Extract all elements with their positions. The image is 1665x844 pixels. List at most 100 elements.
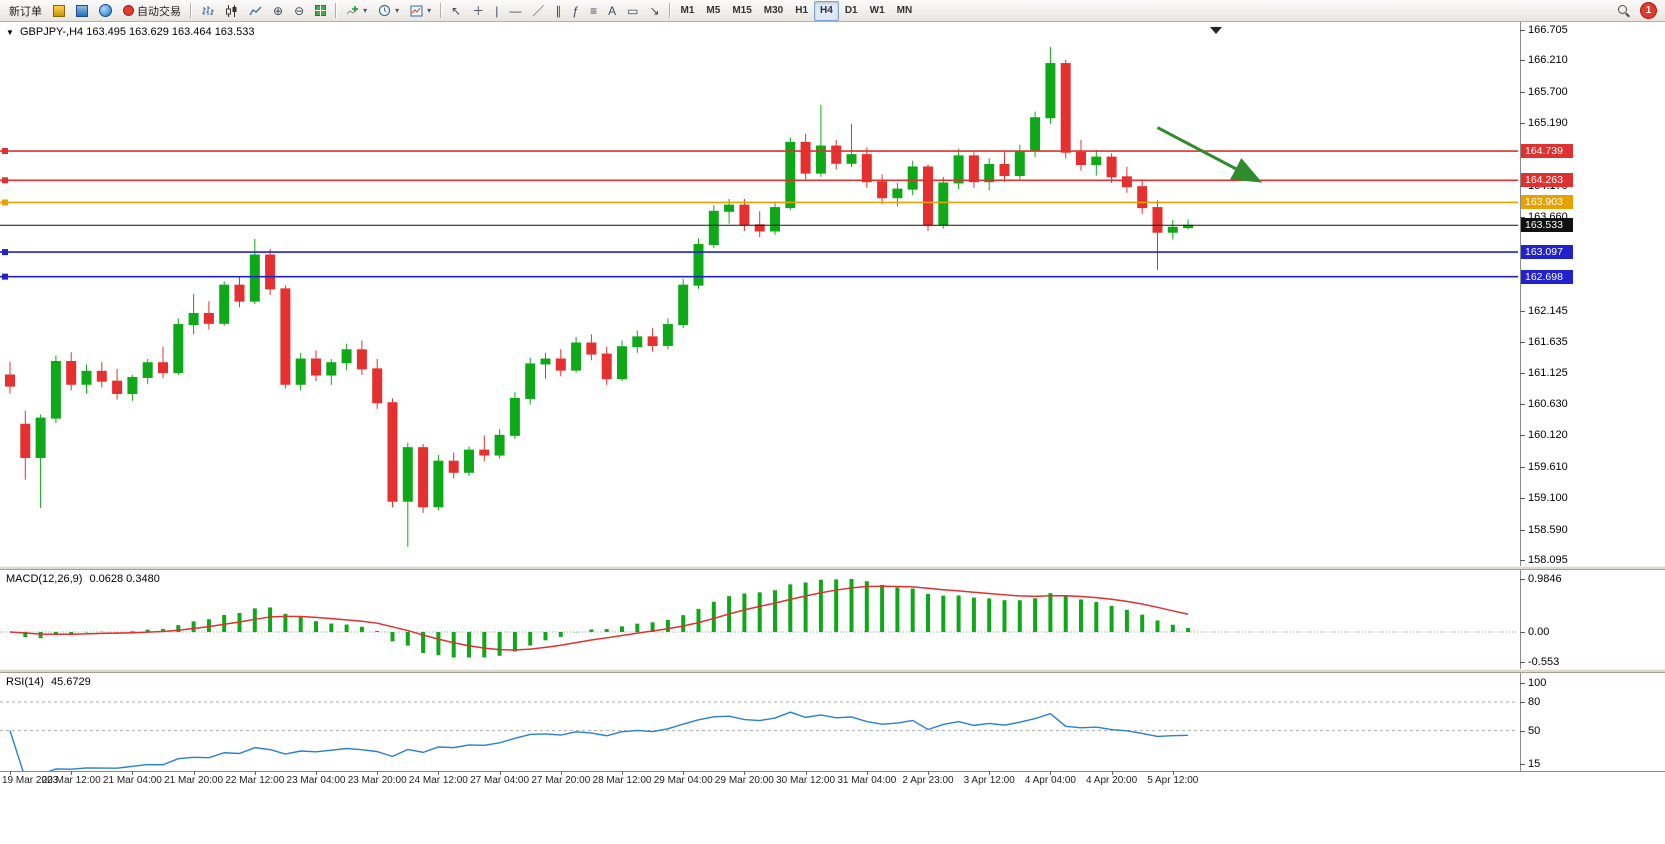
- candlestick-chart-button[interactable]: [220, 1, 243, 21]
- candle: [739, 198, 750, 231]
- candle: [923, 164, 933, 231]
- bar-chart-icon: [202, 5, 214, 15]
- panel-splitter[interactable]: [0, 669, 1665, 673]
- timeframe-button-h1[interactable]: H1: [795, 5, 809, 17]
- axis-tick: [1520, 310, 1525, 312]
- timeframe-button-w1[interactable]: W1: [869, 5, 885, 17]
- candle: [464, 446, 474, 476]
- rsi-scale-label: 50: [1528, 724, 1541, 737]
- time-axis-tick: [622, 771, 623, 775]
- profile-icon: [76, 4, 88, 17]
- new-order-button[interactable]: 新订单: [9, 5, 42, 18]
- bar-chart-button[interactable]: [196, 1, 219, 21]
- panel-splitter[interactable]: [0, 566, 1665, 570]
- templates-button[interactable]: ▾: [405, 1, 436, 21]
- candle: [1106, 153, 1117, 183]
- price-axis-label: 160.120: [1528, 429, 1568, 442]
- charts-button[interactable]: [48, 1, 70, 21]
- candle: [662, 318, 673, 350]
- periods-button[interactable]: ▾: [373, 1, 404, 21]
- chart-shift-marker[interactable]: [1210, 27, 1222, 34]
- cursor-button[interactable]: ↖: [446, 1, 466, 21]
- line-handle[interactable]: [2, 148, 8, 155]
- price-axis-label: 165.190: [1528, 117, 1568, 130]
- cursor-icon: ↖: [451, 3, 462, 18]
- vertical-line-button[interactable]: |: [490, 1, 503, 21]
- notification-badge[interactable]: 1: [1640, 2, 1657, 19]
- fibonacci-button[interactable]: ƒ: [567, 1, 584, 21]
- timeframe-button-m1[interactable]: M1: [680, 5, 695, 17]
- candle: [234, 276, 245, 308]
- line-handle[interactable]: [2, 273, 8, 280]
- axis-tick: [1520, 560, 1525, 561]
- search-icon: [1617, 4, 1630, 17]
- tile-windows-button[interactable]: [310, 1, 331, 21]
- zoom-out-button[interactable]: ⊖: [289, 1, 309, 21]
- time-axis-tick: [560, 771, 562, 775]
- candle: [219, 281, 230, 326]
- toolbar-separator: [440, 3, 443, 18]
- text-label-button[interactable]: ▭: [622, 1, 643, 21]
- candle: [326, 359, 337, 385]
- globe-icon: [99, 4, 112, 17]
- text-button[interactable]: A: [603, 1, 621, 21]
- trend-arrow[interactable]: [1156, 126, 1263, 183]
- candle: [815, 104, 826, 177]
- candle: [525, 357, 536, 405]
- rsi-panel[interactable]: [0, 673, 1518, 780]
- profiles-button[interactable]: [71, 1, 93, 21]
- candle: [1076, 139, 1086, 171]
- axis-tick: [1520, 342, 1525, 344]
- candle: [984, 158, 995, 191]
- autotrading-button[interactable]: 自动交易: [118, 1, 186, 21]
- line-chart-button[interactable]: [244, 1, 267, 21]
- search-button[interactable]: [1612, 1, 1635, 21]
- candle: [800, 133, 811, 180]
- rsi-scale-label: 100: [1528, 677, 1547, 689]
- trendline-button[interactable]: ／: [527, 1, 549, 21]
- price-axis-label: 159.100: [1528, 492, 1568, 505]
- channel-button[interactable]: ∥: [550, 1, 566, 21]
- axis-tick: [1520, 30, 1525, 31]
- candle: [831, 139, 842, 170]
- timeframe-button-m5[interactable]: M5: [706, 5, 721, 17]
- candle: [20, 410, 31, 480]
- candle: [265, 248, 276, 295]
- community-button[interactable]: [94, 1, 117, 21]
- indicators-button[interactable]: ▾: [341, 1, 372, 21]
- timeframe-button-m15[interactable]: M15: [732, 5, 752, 17]
- candle: [877, 174, 888, 204]
- candle: [418, 443, 429, 513]
- autotrading-icon: [123, 5, 134, 16]
- shapes-button[interactable]: ↘: [644, 1, 664, 21]
- line-handle[interactable]: [2, 249, 8, 256]
- price-chart-panel[interactable]: [0, 22, 1518, 566]
- candle: [907, 160, 918, 196]
- objects-list-button[interactable]: ≡: [585, 1, 602, 21]
- macd-header: MACD(12,26,9) 0.0628 0.3480: [6, 573, 160, 585]
- candle: [188, 293, 199, 335]
- zoom-in-button[interactable]: ⊕: [268, 1, 288, 21]
- time-axis-label: 29 Mar 20:00: [714, 775, 774, 786]
- rsi-values: 45.6729: [50, 676, 91, 688]
- horizontal-line-button[interactable]: —: [504, 1, 526, 21]
- price-axis-label: 160.630: [1528, 397, 1568, 410]
- timeframe-button-m30[interactable]: M30: [763, 5, 784, 17]
- line-handle[interactable]: [2, 199, 8, 206]
- price-badge: 163.903: [1521, 195, 1573, 210]
- time-axis-label: 31 Mar 04:00: [837, 775, 897, 786]
- candle: [693, 238, 704, 289]
- line-handle[interactable]: [2, 177, 8, 184]
- timeframe-button-mn[interactable]: MN: [896, 5, 913, 17]
- candle: [601, 346, 612, 385]
- macd-panel[interactable]: [0, 570, 1518, 669]
- timeframe-button-h4[interactable]: H4: [814, 0, 839, 21]
- chevron-down-icon: ▾: [427, 6, 432, 15]
- time-axis-label: 2 Apr 23:00: [902, 775, 954, 786]
- crosshair-button[interactable]: ＋: [467, 1, 489, 21]
- timeframe-button-d1[interactable]: D1: [844, 5, 858, 17]
- crosshair-icon: ＋: [472, 3, 485, 18]
- axis-tick: [1520, 683, 1525, 684]
- horizontal-line-icon: —: [509, 3, 522, 18]
- candle: [50, 355, 61, 424]
